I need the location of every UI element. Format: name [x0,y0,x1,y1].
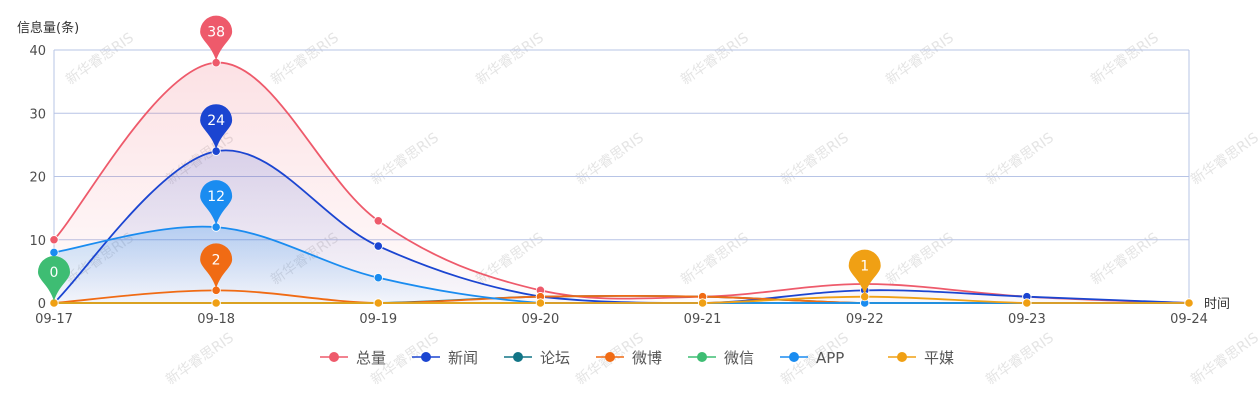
watermark-text: 新华睿思RIS [1188,330,1260,388]
marker-pin-label: 38 [207,25,225,41]
legend-label: 微信 [724,349,754,367]
watermark-text: 新华睿思RIS [268,30,342,88]
marker-pin-label: 1 [860,259,869,275]
x-tick-label: 09-17 [35,312,73,327]
series-line [54,295,1189,304]
data-point[interactable] [373,216,383,226]
data-point[interactable] [373,298,383,308]
x-tick-label: 09-22 [846,312,884,327]
legend-marker [897,352,907,362]
watermark-text: 新华睿思RIS [473,30,547,88]
marker-pin [848,249,881,295]
legend-item[interactable]: 新闻 [412,349,478,367]
marker-pin-label: 12 [207,189,225,205]
data-point[interactable] [373,273,383,283]
watermark-text: 新华睿思RIS [983,330,1057,388]
marker-pin [200,15,233,61]
data-point[interactable] [211,298,221,308]
marker-pin [200,180,233,226]
data-point[interactable] [697,298,708,308]
legend-label: 总量 [356,349,386,367]
x-tick-label: 09-20 [522,312,560,327]
legend-label: 论坛 [540,349,570,367]
watermark-text: 新华睿思RIS [1088,30,1162,88]
watermark-text: 新华睿思RIS [883,30,957,88]
legend-marker [605,352,615,362]
watermark-text: 新华睿思RIS [678,30,752,88]
marker-pin [38,256,70,301]
marker-pin-label: 24 [207,113,225,129]
marker-pin [200,243,233,289]
series-area [54,226,1189,303]
x-tick-label: 09-18 [197,312,235,327]
legend-item[interactable]: APP [780,349,844,367]
legend-label: APP [816,349,844,367]
marker-pin-label: 0 [50,265,59,281]
legend-label: 平媒 [924,349,954,367]
watermark-text: 新华睿思RIS [883,230,957,288]
data-point[interactable] [49,247,59,257]
legend-item[interactable]: 微信 [688,349,754,367]
legend-item[interactable]: 微博 [596,349,662,367]
data-point[interactable] [373,241,383,251]
watermark-text: 新华睿思RIS [63,30,137,88]
y-tick-label: 0 [38,297,46,312]
watermark-text: 新华睿思RIS [1088,230,1162,288]
legend-marker [329,352,339,362]
marker-pin [200,104,233,150]
watermark-text: 新华睿思RIS [573,130,647,188]
watermark-text: 新华睿思RIS [678,230,752,288]
data-point[interactable] [1022,298,1032,308]
watermark-text: 新华睿思RIS [163,330,237,388]
data-point[interactable] [1184,298,1194,308]
y-tick-label: 10 [29,234,46,249]
legend-label: 微博 [632,349,662,367]
data-point[interactable] [49,235,59,245]
watermark-text: 新华睿思RIS [778,130,852,188]
data-point[interactable] [535,298,546,308]
legend-item[interactable]: 总量 [320,349,386,367]
legend-item[interactable]: 论坛 [504,349,570,367]
legend-marker [421,352,431,362]
x-tick-label: 09-24 [1170,312,1208,327]
x-tick-label: 09-19 [359,312,397,327]
x-tick-label: 09-21 [684,312,722,327]
legend-item[interactable]: 平媒 [888,349,954,367]
x-tick-label: 09-23 [1008,312,1046,327]
y-tick-label: 20 [29,171,46,186]
y-axis-title: 信息量(条) [17,20,79,36]
pin-layer: 38 24 2 0 12 1 [38,15,881,301]
y-tick-label: 30 [29,107,46,122]
legend-marker [513,352,523,362]
marker-pin-label: 2 [212,252,221,268]
legend: 总量 新闻 论坛 微博 微信 APP 平媒 [320,349,954,367]
watermark-text: 新华睿思RIS [983,130,1057,188]
watermark-text: 新华睿思RIS [368,130,442,188]
legend-label: 新闻 [448,349,478,367]
legend-marker [697,352,707,362]
y-tick-label: 40 [29,44,46,59]
x-axis-title: 时间 [1204,297,1230,312]
watermark-text: 新华睿思RIS [1188,130,1260,188]
legend-marker [789,352,799,362]
